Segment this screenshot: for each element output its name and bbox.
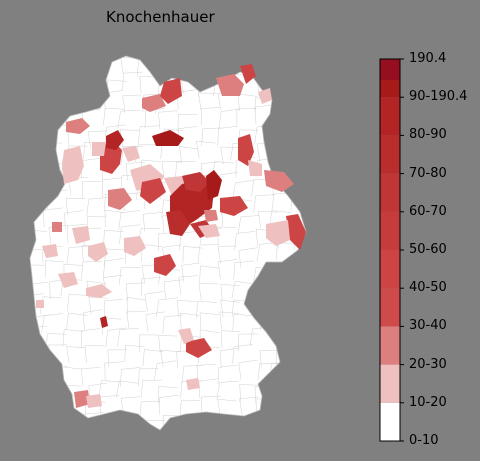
district-patch: [204, 210, 218, 222]
district-patch: [182, 172, 210, 192]
map-title: Knochenhauer: [106, 8, 215, 26]
district-patch: [264, 170, 294, 192]
district-patch: [42, 244, 58, 258]
district-patch: [154, 254, 176, 276]
legend-label: 50-60: [409, 242, 447, 257]
district-patch: [258, 88, 272, 104]
legend-label: 0-10: [409, 433, 439, 448]
legend-label-max: 190.4: [409, 51, 447, 66]
district-patch: [216, 74, 244, 96]
district-patch: [62, 146, 84, 184]
district-patch: [186, 378, 200, 390]
district-patch: [72, 226, 90, 244]
legend-swatch: [380, 135, 400, 174]
district-patch: [140, 178, 166, 204]
district-patch: [66, 118, 90, 134]
district-patch: [88, 242, 108, 262]
legend-colorbar: [379, 58, 404, 442]
legend-swatch: [380, 97, 400, 136]
legend-swatch: [380, 211, 400, 250]
colored-districts: [36, 64, 306, 408]
legend-swatch: [380, 173, 400, 212]
district-patch: [198, 224, 220, 238]
district-patch: [100, 316, 108, 328]
district-patch: [286, 214, 306, 250]
legend-swatch: [380, 326, 400, 365]
legend-swatch: [380, 250, 400, 289]
district-patch: [240, 64, 256, 84]
district-patch: [160, 78, 182, 104]
legend-label: 80-90: [409, 127, 447, 143]
legend-label: 40-50: [409, 280, 447, 296]
legend-label: 90-190.4: [409, 89, 468, 105]
legend-label: 20-30: [409, 356, 447, 372]
district-patch: [238, 134, 254, 166]
district-patch: [266, 220, 290, 246]
district-patch: [74, 390, 90, 408]
legend-label: 10-20: [409, 394, 447, 410]
district-patch: [52, 222, 62, 232]
legend-swatch: [380, 288, 400, 327]
district-patch: [220, 196, 248, 216]
legend-label: 60-70: [409, 203, 447, 219]
district-patch: [86, 394, 102, 408]
district-patch: [58, 272, 78, 288]
district-patch: [142, 94, 166, 112]
germany-outline: [29, 55, 307, 431]
legend-label: 70-80: [409, 165, 447, 181]
legend-swatch-max: [380, 59, 400, 81]
district-patch: [36, 300, 44, 308]
district-patch: [122, 146, 140, 162]
legend-swatch: [380, 364, 400, 403]
district-patch: [124, 236, 146, 256]
legend-label: 30-40: [409, 318, 447, 334]
district-patch: [106, 130, 124, 150]
district-patch: [206, 170, 222, 200]
district-patch: [152, 130, 184, 146]
district-patch: [108, 188, 132, 210]
district-patch: [248, 160, 262, 176]
district-patch: [92, 142, 106, 156]
district-patch: [178, 328, 194, 344]
district-patch: [186, 338, 212, 358]
district-patch: [86, 284, 112, 298]
legend-swatch: [380, 402, 400, 441]
district-patch: [166, 210, 190, 236]
